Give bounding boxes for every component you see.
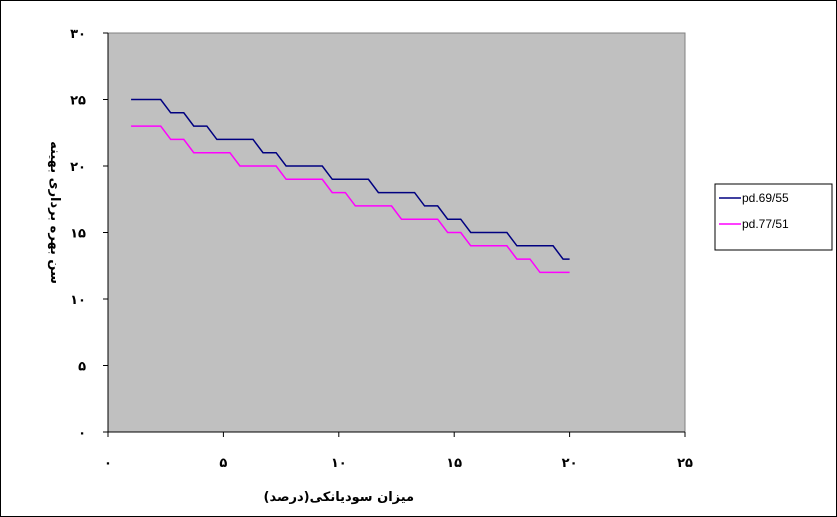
axis-ticks: ۰ ۵ ۱۰ ۱۵ ۲۰ ۲۵ ۰ ۵ ۱۰ ۱۵ ۲۰ ۲۵ ۳۰ — [70, 27, 693, 471]
y-tick-label: ۲۰ — [70, 160, 86, 175]
x-tick-label: ۲۵ — [677, 456, 693, 471]
y-tick-label: ۰ — [78, 426, 86, 441]
y-tick-label: ۱۰ — [70, 293, 86, 308]
legend-box — [714, 183, 833, 251]
x-tick-label: ۲۰ — [562, 456, 578, 471]
x-axis-title: میزان سودیانکی(درصد) — [264, 490, 415, 505]
legend-label-2: pd.77/51 — [742, 217, 789, 231]
plot-area — [107, 32, 686, 433]
y-tick-label: ۵ — [78, 360, 86, 375]
y-tick-label: ۳۰ — [70, 27, 86, 42]
series-layer — [131, 98, 570, 274]
y-tick-label: ۲۵ — [70, 94, 86, 109]
series-line-1 — [131, 98, 570, 260]
x-tick-label: ۱۵ — [446, 456, 462, 471]
series-line-2 — [131, 125, 570, 274]
x-tick-label: ۱۰ — [331, 456, 347, 471]
legend-label-1: pd.69/55 — [742, 191, 789, 205]
y-tick-label: ۱۵ — [70, 227, 86, 242]
y-axis-title: سن بهره برداری بهینه — [47, 141, 62, 284]
legend: pd.69/55 pd.77/51 — [714, 183, 833, 251]
x-tick-label: ۵ — [219, 456, 227, 471]
x-tick-label: ۰ — [104, 456, 112, 471]
